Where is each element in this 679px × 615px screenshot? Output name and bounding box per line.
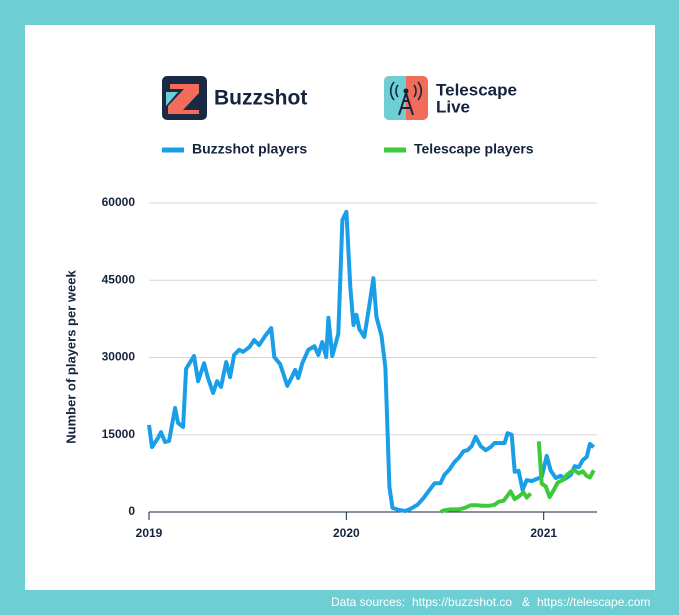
brand-name: Live	[436, 97, 470, 116]
series-line	[147, 209, 596, 513]
series-line	[439, 441, 596, 514]
x-tick-label: 2020	[333, 526, 360, 540]
x-tick-label: 2021	[530, 526, 557, 540]
y-axis-label: Number of players per week	[63, 270, 78, 444]
footer-link: https://buzzshot.co	[412, 595, 512, 609]
telescape-logo	[384, 76, 428, 120]
x-tick-label: 2019	[136, 526, 163, 540]
footer-separator: &	[522, 595, 530, 609]
legend-label: Telescape players	[414, 141, 534, 157]
legend-label: Buzzshot players	[192, 141, 307, 157]
buzzshot-logo	[162, 76, 207, 120]
brand-name: Buzzshot	[214, 87, 307, 110]
y-tick-label: 30000	[102, 350, 136, 364]
footer-label: Data sources:	[331, 595, 405, 609]
y-tick-label: 60000	[102, 195, 136, 209]
y-tick-label: 45000	[102, 272, 136, 286]
y-tick-label: 0	[128, 504, 135, 518]
y-tick-label: 15000	[102, 427, 136, 441]
footer-link: https://telescape.com	[537, 595, 650, 609]
brand-name: Telescape	[436, 80, 517, 99]
